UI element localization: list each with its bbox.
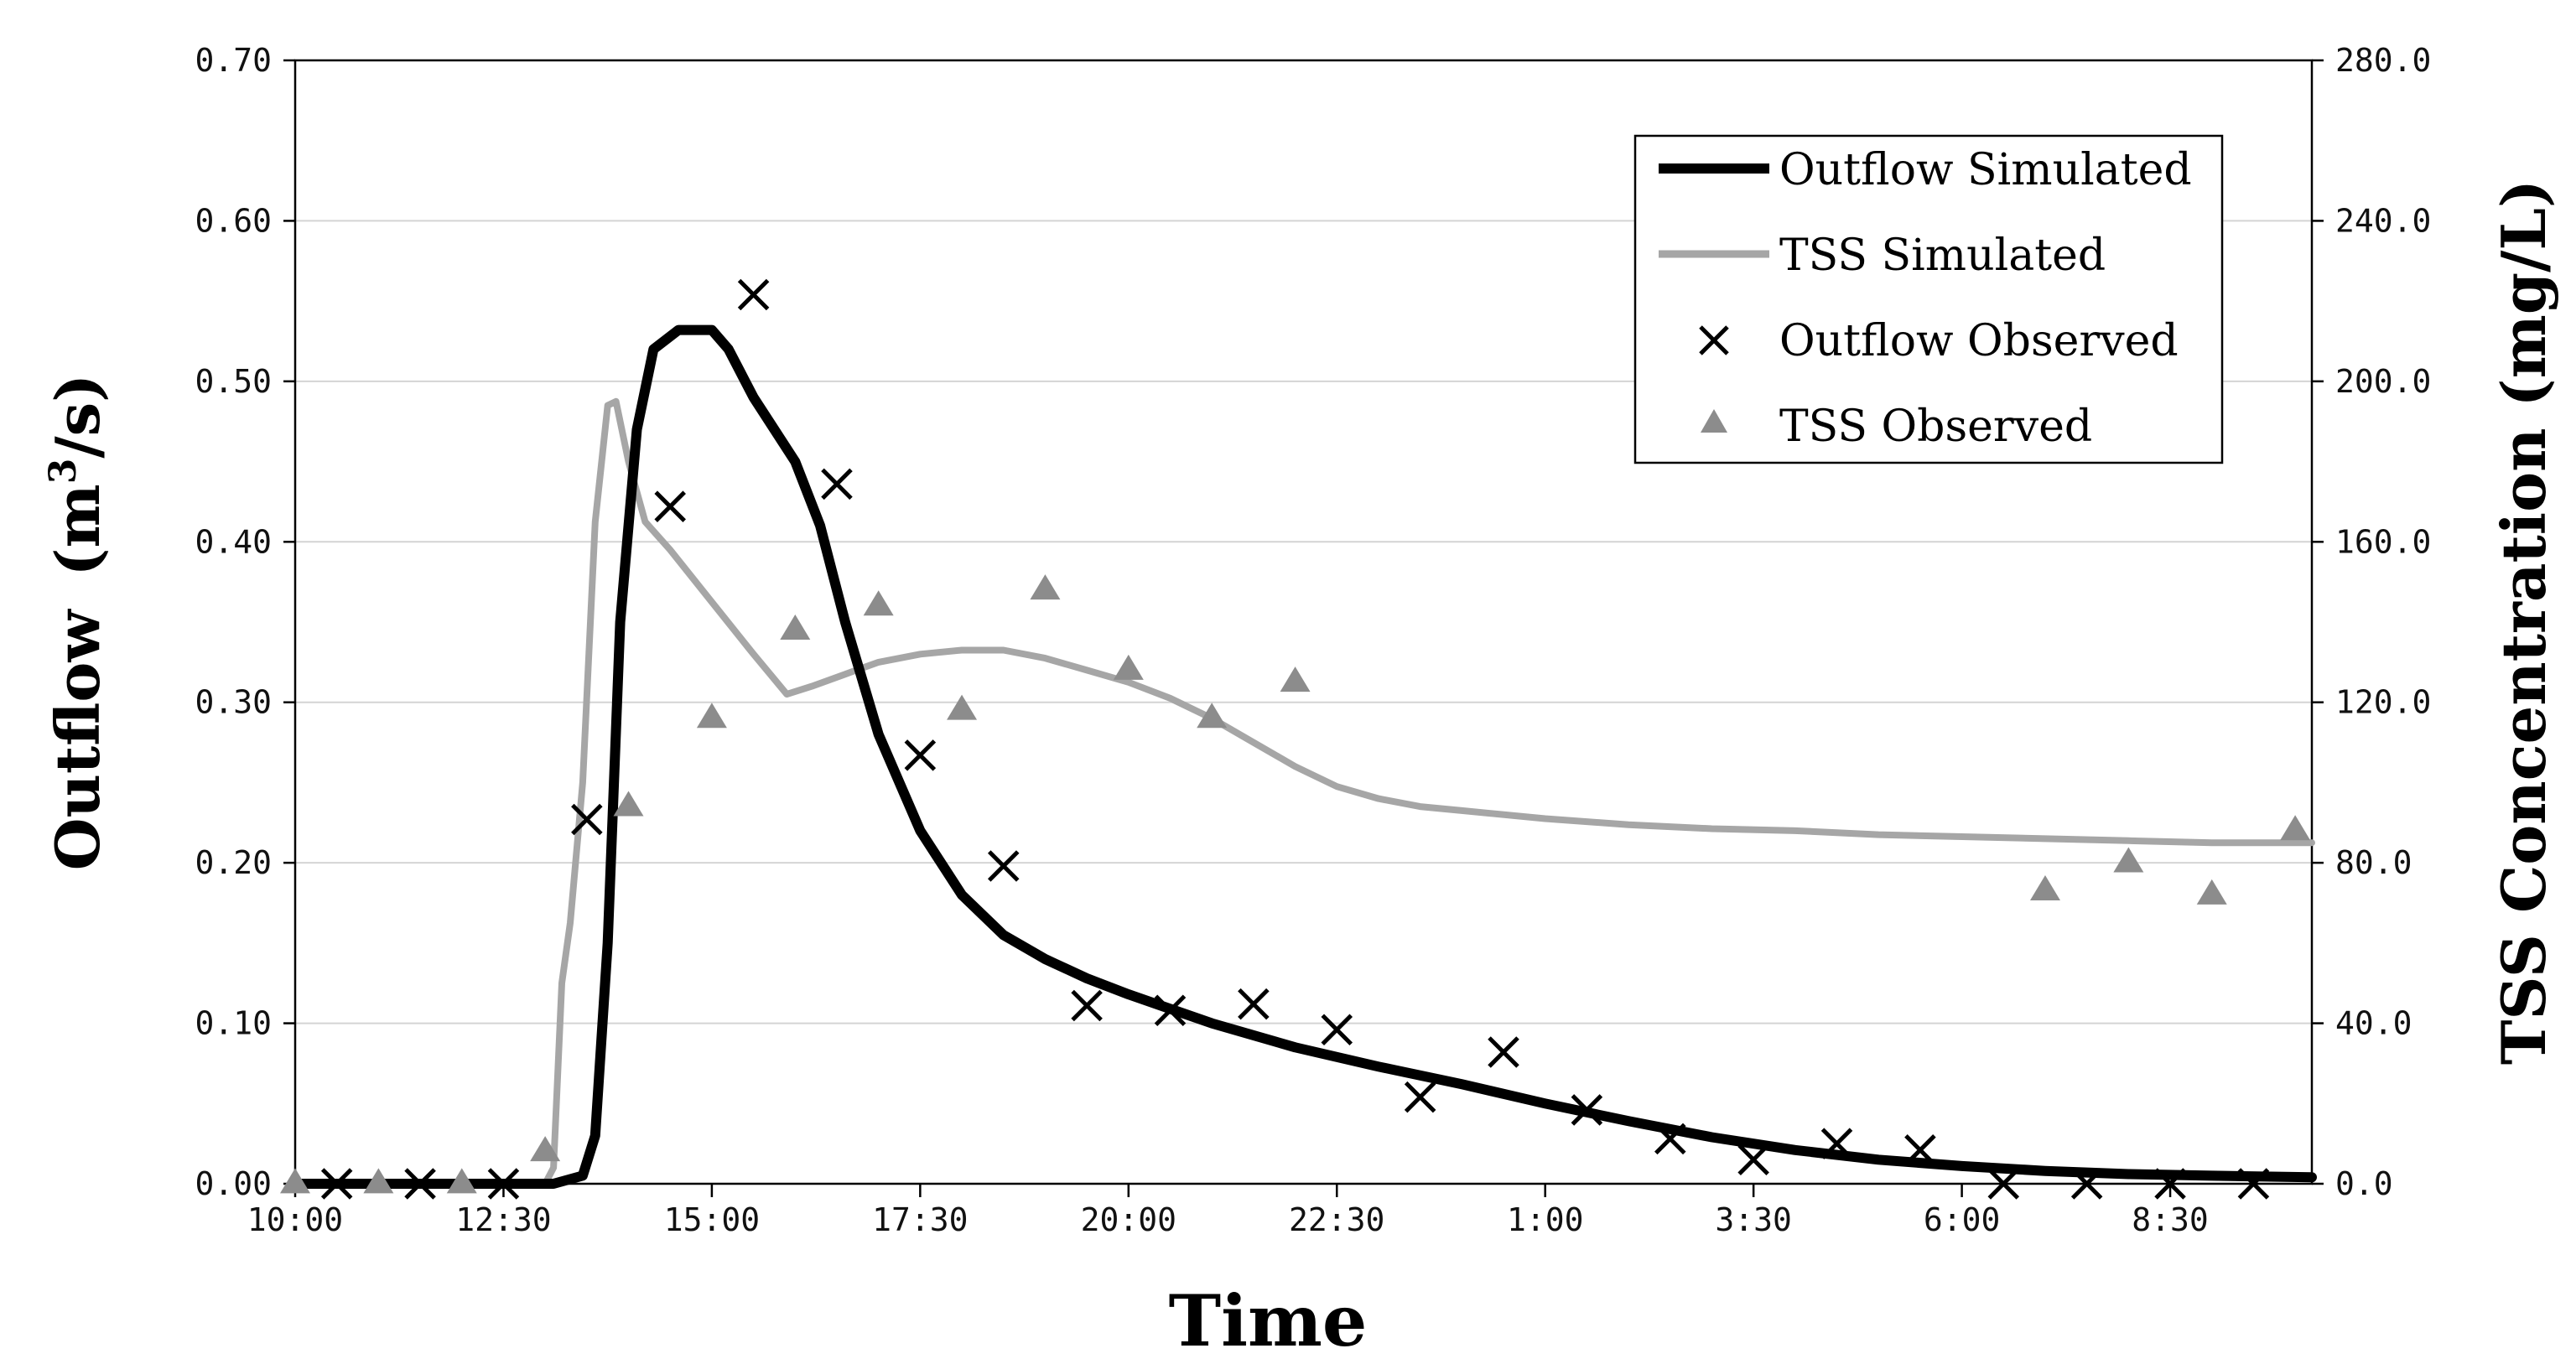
point-outflow-observed-9 (1071, 989, 1103, 1022)
x-tick-label: 22:30 (1289, 1201, 1384, 1238)
legend-label-tss-observed: TSS Observed (1779, 402, 2092, 452)
point-outflow-observed-7 (904, 739, 937, 771)
legend-label-tss-simulated: TSS Simulated (1779, 231, 2106, 281)
left-y-axis-title-main: Outflow (42, 609, 113, 871)
point-outflow-observed-4 (654, 490, 686, 522)
left-y-tick-label: 0.20 (195, 844, 272, 881)
series-lines (290, 324, 2317, 1189)
legend-marker-tss-observed (1701, 409, 1727, 433)
point-outflow-observed-22 (2154, 1168, 2186, 1200)
point-tss-observed-8 (947, 694, 978, 720)
point-tss-observed-10 (1113, 654, 1144, 680)
x-tick-label: 17:30 (872, 1201, 968, 1238)
x-tick-label: 8:30 (2132, 1201, 2209, 1238)
point-tss-observed-9 (1030, 574, 1061, 600)
series-line-outflow-simulated (290, 324, 2317, 1189)
point-outflow-observed-5 (737, 278, 770, 311)
legend-label-outflow-simulated: Outflow Simulated (1779, 145, 2192, 195)
point-tss-observed-14 (2113, 847, 2144, 873)
point-tss-observed-7 (863, 590, 894, 616)
point-outflow-observed-21 (2070, 1168, 2103, 1200)
right-y-tick-label: 0.0 (2335, 1165, 2393, 1202)
point-outflow-observed-10 (1154, 994, 1187, 1027)
point-tss-observed-15 (2196, 879, 2227, 905)
series-line-tss-simulated (292, 397, 2315, 1187)
point-tss-observed-11 (1197, 703, 1228, 729)
point-tss-observed-1 (363, 1168, 394, 1194)
x-tick-label: 20:00 (1081, 1201, 1176, 1238)
x-tick-label: 3:30 (1715, 1201, 1792, 1238)
point-outflow-observed-2 (487, 1168, 520, 1200)
point-outflow-observed-16 (1654, 1123, 1686, 1155)
point-outflow-observed-19 (1904, 1134, 1936, 1166)
left-y-tick-label: 0.50 (195, 363, 272, 400)
x-axis-ticks: 10:00 12:30 15:00 17:30 20:00 22:30 1:00 3:30 6:… (247, 1184, 2209, 1238)
left-y-tick-label: 0.40 (195, 523, 272, 560)
right-y-tick-label: 120.0 (2335, 684, 2431, 721)
left-y-axis-title-unit-sup: 3 (42, 459, 85, 485)
point-tss-observed-0 (280, 1168, 310, 1194)
series-markers (280, 278, 2311, 1200)
legend-box (1633, 134, 2224, 464)
left-y-axis-title-unit-close: /s) (42, 374, 113, 459)
right-y-tick-label: 200.0 (2335, 363, 2431, 400)
left-y-tick-label: 0.10 (195, 1005, 272, 1042)
legend: Outflow Simulated TSS Simulated Outflow … (1633, 134, 2224, 464)
point-tss-observed-16 (2280, 815, 2311, 841)
point-outflow-observed-11 (1238, 988, 1270, 1020)
point-tss-observed-2 (446, 1168, 477, 1194)
left-y-axis-ticks: 0.00 0.10 0.20 0.30 0.40 0.50 0.60 0.70 (195, 42, 295, 1202)
plot-area-border (293, 59, 2314, 1185)
point-outflow-observed-18 (1820, 1128, 1853, 1159)
right-y-tick-label: 80.0 (2335, 844, 2412, 881)
point-outflow-observed-13 (1404, 1081, 1436, 1113)
point-outflow-observed-15 (1571, 1094, 1603, 1126)
point-outflow-observed-6 (821, 468, 853, 500)
point-outflow-observed-12 (1321, 1014, 1353, 1045)
point-outflow-observed-20 (1987, 1168, 2020, 1200)
x-tick-label: 12:30 (455, 1201, 551, 1238)
x-axis-title: Time (1169, 1279, 1368, 1362)
point-tss-observed-4 (613, 791, 644, 817)
left-y-axis-title: Outflow (m3/s) (42, 374, 113, 870)
legend-marker-outflow-observed (1699, 325, 1729, 355)
point-outflow-observed-3 (571, 803, 603, 836)
right-y-axis-title: TSS Concentration (mg/L) (2488, 179, 2559, 1065)
left-y-axis-title-unit-open: (m (42, 484, 113, 576)
right-y-axis-ticks: 0.0 40.0 80.0 120.0 160.0 200.0 240.0 280.0 (2312, 42, 2431, 1202)
x-tick-label: 6:00 (1924, 1201, 2001, 1238)
point-tss-observed-6 (780, 614, 811, 640)
point-outflow-observed-8 (987, 850, 1020, 882)
right-y-tick-label: 240.0 (2335, 202, 2431, 239)
point-tss-observed-5 (696, 703, 727, 729)
point-tss-observed-13 (2029, 875, 2060, 901)
left-y-tick-label: 0.30 (195, 684, 272, 721)
point-outflow-observed-14 (1488, 1036, 1519, 1068)
left-y-tick-label: 0.00 (195, 1165, 272, 1202)
right-y-tick-label: 280.0 (2335, 42, 2431, 79)
right-y-tick-label: 40.0 (2335, 1005, 2412, 1042)
left-y-tick-label: 0.70 (195, 42, 272, 79)
point-tss-observed-12 (1280, 666, 1311, 692)
point-outflow-observed-1 (404, 1168, 436, 1200)
x-tick-label: 10:00 (247, 1201, 343, 1238)
left-y-tick-label: 0.60 (195, 202, 272, 239)
x-tick-label: 15:00 (664, 1201, 760, 1238)
point-outflow-observed-23 (2237, 1168, 2270, 1200)
x-tick-label: 1:00 (1507, 1201, 1584, 1238)
point-tss-observed-3 (530, 1136, 561, 1162)
right-y-tick-label: 160.0 (2335, 523, 2431, 560)
point-outflow-observed-17 (1737, 1144, 1769, 1176)
legend-label-outflow-observed: Outflow Observed (1779, 316, 2179, 366)
point-outflow-observed-0 (320, 1168, 353, 1200)
